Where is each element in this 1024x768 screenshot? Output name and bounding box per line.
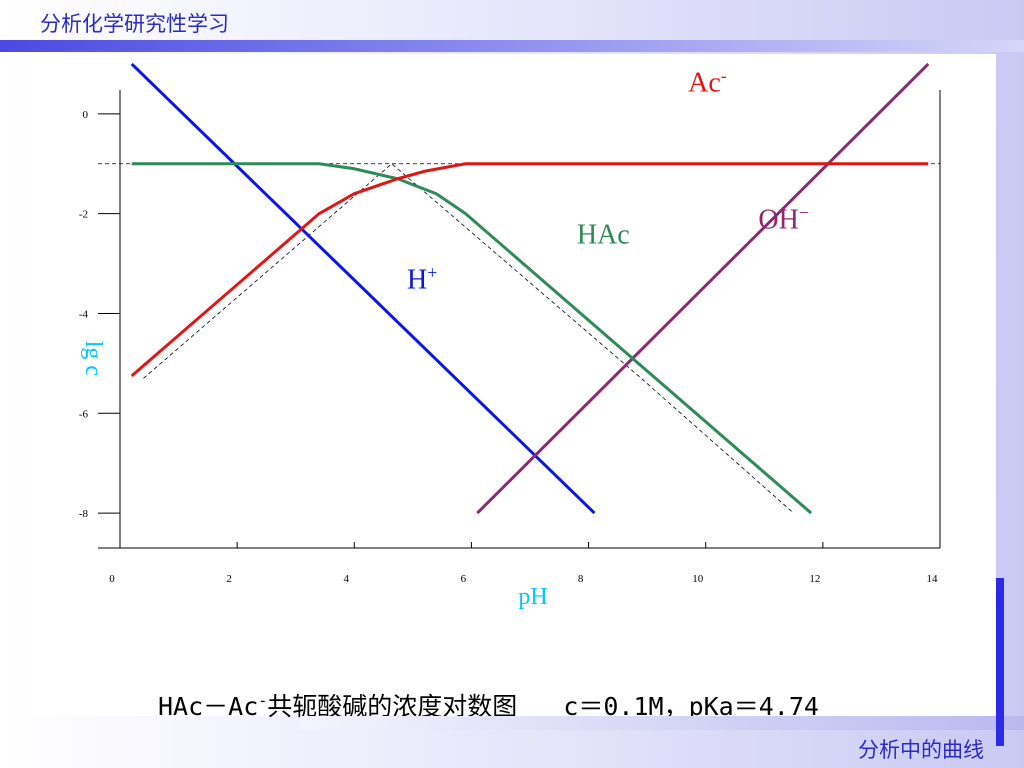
- caption-superscript: -: [258, 691, 268, 710]
- y-tick-label: -4: [79, 308, 89, 320]
- accent-bar: [996, 578, 1004, 746]
- x-tick-label: 0: [109, 573, 115, 585]
- header-band: [0, 40, 1024, 52]
- series-line-OH-: [476, 62, 930, 515]
- series-line-H+: [130, 62, 596, 515]
- log-concentration-chart: 0 -2 -4 -6 -8 0 2 4 6 8 10 12 14 H+ OH− HAc Ac-pH lg c: [79, 62, 941, 610]
- series-line-Ac-: [130, 162, 929, 377]
- series-line-HAc: [131, 162, 813, 515]
- y-tick-label: -6: [79, 408, 89, 420]
- series-label-H+: H+: [407, 263, 437, 296]
- x-axis-label: pH: [518, 584, 547, 610]
- course-title: 分析化学研究性学习: [40, 12, 229, 36]
- caption-part1: HAc－Ac: [158, 692, 259, 721]
- x-tick-label: 2: [226, 573, 232, 585]
- footer-band: [300, 716, 1024, 730]
- section-title: 分析中的曲线: [858, 738, 984, 762]
- y-tick-label: -2: [79, 209, 88, 221]
- series-label-HAc: HAc: [577, 220, 630, 251]
- y-tick-label: -8: [79, 508, 89, 520]
- x-tick-label: 8: [578, 573, 584, 585]
- x-tick-label: 4: [344, 573, 350, 585]
- x-tick-label: 10: [692, 573, 704, 585]
- x-tick-label: 6: [461, 573, 467, 585]
- x-tick-label: 14: [927, 573, 939, 585]
- series-label-Ac-: Ac-: [688, 65, 727, 98]
- y-axis-label: lg c: [80, 341, 106, 376]
- x-tick-label: 12: [809, 573, 820, 585]
- y-tick-label: 0: [83, 109, 89, 121]
- chart-panel: 0 -2 -4 -6 -8 0 2 4 6 8 10 12 14 H+ OH− HAc Ac-pH lg c HA…: [28, 54, 996, 721]
- asymptote-guide: [143, 163, 794, 514]
- series-label-OH-: OH−: [758, 203, 809, 236]
